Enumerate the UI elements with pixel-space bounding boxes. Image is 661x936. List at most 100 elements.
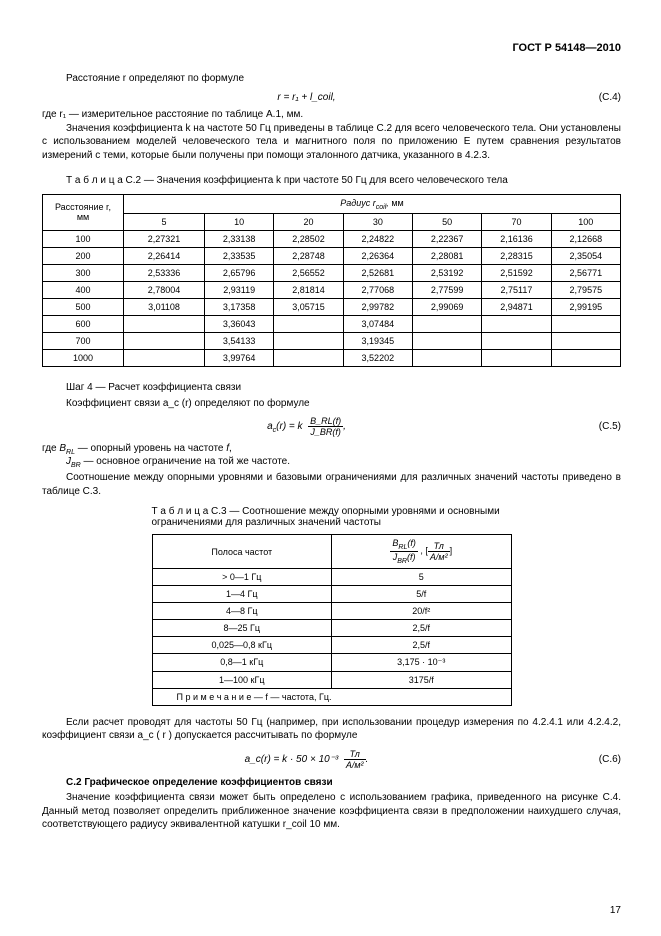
table-c3-band: 4—8 Гц [152,602,332,619]
table-c3-value: 2,5/f [332,636,512,653]
table-c2-cell: 2,99195 [551,299,620,316]
table-c2-cell: 2,28315 [482,248,551,265]
table-c2-cell [412,316,481,333]
section-c2-title: С.2 Графическое определение коэффициенто… [42,776,621,790]
equation-c5: ac(r) = k B_RL(f)J_BR(f), (С.5) [42,416,621,437]
table-c2: Расстояние r, мм Радиус rcoil, мм 510203… [42,194,621,368]
table-c3-note: П р и м е ч а н и е — f — частота, Гц. [152,688,511,705]
table-c2-cell: 3,05715 [274,299,343,316]
equation-c5-number: (С.5) [571,421,621,432]
table-c2-cell: 2,94871 [482,299,551,316]
table-c2-cell: 3,19345 [343,333,412,350]
table-c2-cell: 3,17358 [205,299,274,316]
equation-c4-formula: r = r₁ + l_coil, [42,92,571,103]
table-c3-value: 3,175 · 10⁻³ [332,653,512,671]
text-r1-where: где r₁ — измерительное расстояние по таб… [42,109,621,120]
table-c3-band: 1—4 Гц [152,585,332,602]
table-c2-cell [412,333,481,350]
table-c2-rowlabel: 100 [43,231,124,248]
table-c3-band: 0,8—1 кГц [152,653,332,671]
table-c2-cell [412,350,481,367]
table-c2-cell [482,333,551,350]
text-50hz: Если расчет проводят для частоты 50 Гц (… [42,716,621,743]
table-c2-cell: 3,52202 [343,350,412,367]
table-c2-rowlabel: 1000 [43,350,124,367]
table-c2-cell [482,350,551,367]
table-c3-value: 5 [332,568,512,585]
table-c2-cell [274,333,343,350]
table-c2-cell [124,350,205,367]
table-c2-cell: 2,78004 [124,282,205,299]
step4-title: Шаг 4 — Расчет коэффициента связи [42,381,621,395]
table-c2-cell: 3,07484 [343,316,412,333]
table-c2-cell [482,316,551,333]
table-c2-cell: 2,56771 [551,265,620,282]
table-c2-colhead: 50 [412,214,481,231]
table-c2-cell: 2,26414 [124,248,205,265]
text-k-values: Значения коэффициента k на частоте 50 Гц… [42,122,621,163]
table-c2-cell: 2,27321 [124,231,205,248]
text-graphic: Значение коэффициента связи может быть о… [42,791,621,832]
table-c3-value: 3175/f [332,671,512,688]
table-c2-cell: 2,53192 [412,265,481,282]
table-c2-cell: 2,53336 [124,265,205,282]
table-c2-cell: 3,36043 [205,316,274,333]
table-c2-rowlabel: 600 [43,316,124,333]
table-c2-cell: 2,28748 [274,248,343,265]
table-c2-cell: 3,99764 [205,350,274,367]
text-r-define: Расстояние r определяют по формуле [42,72,621,86]
table-c2-cell: 2,99782 [343,299,412,316]
table-c2-cell [124,333,205,350]
page-number: 17 [610,905,621,916]
table-c2-cell: 2,65796 [205,265,274,282]
equation-c6-number: (С.6) [571,754,621,765]
table-c2-cell: 2,35054 [551,248,620,265]
table-c2-cell [274,316,343,333]
table-c2-caption: Т а б л и ц а С.2 — Значения коэффициент… [42,174,621,188]
table-c2-cell [551,333,620,350]
table-c2-cell: 2,52681 [343,265,412,282]
text-brl-where: где BRL — опорный уровень на частоте f, [42,443,621,456]
equation-c6: a_c(r) = k · 50 × 10⁻³ ТлА/м². (С.6) [42,749,621,770]
table-c2-cell: 2,93119 [205,282,274,299]
equation-c4-number: (С.4) [571,92,621,103]
table-c2-cell: 2,51592 [482,265,551,282]
table-c2-cell: 2,12668 [551,231,620,248]
table-c3-value: 5/f [332,585,512,602]
table-c2-rowlabel: 200 [43,248,124,265]
table-c2-colhead: 10 [205,214,274,231]
table-c2-cell [274,350,343,367]
table-c2-rowlabel: 400 [43,282,124,299]
table-c2-cell: 2,77599 [412,282,481,299]
table-c2-colhead: 20 [274,214,343,231]
table-c2-cell [551,316,620,333]
table-c2-grouphead: Радиус rcoil, мм [124,194,621,214]
table-c2-cell: 2,33138 [205,231,274,248]
table-c2-cell: 2,99069 [412,299,481,316]
table-c2-cell: 2,16136 [482,231,551,248]
equation-c5-formula: ac(r) = k B_RL(f)J_BR(f), [42,416,571,437]
table-c3-band: 1—100 кГц [152,671,332,688]
step4-text: Коэффициент связи a_c (r) определяют по … [42,397,621,411]
table-c2-colhead: 100 [551,214,620,231]
table-c2-cell: 2,81814 [274,282,343,299]
table-c2-cell: 2,33535 [205,248,274,265]
table-c2-rowlabel: 700 [43,333,124,350]
doc-header: ГОСТ Р 54148—2010 [42,42,621,54]
equation-c6-formula: a_c(r) = k · 50 × 10⁻³ ТлА/м². [42,749,571,770]
table-c2-colhead: 70 [482,214,551,231]
text-ratio: Соотношение между опорными уровнями и ба… [42,471,621,498]
table-c3-value: 20/f² [332,602,512,619]
table-c2-cell: 2,26364 [343,248,412,265]
table-c2-cell: 2,56552 [274,265,343,282]
table-c3-col1: Полоса частот [152,535,332,569]
table-c2-cell: 2,75117 [482,282,551,299]
table-c2-cell: 2,24822 [343,231,412,248]
table-c2-cell: 2,28502 [274,231,343,248]
equation-c4: r = r₁ + l_coil, (С.4) [42,92,621,103]
table-c3: Полоса частот BRL(f)JBR(f) , [ТлА/м²] > … [152,534,512,706]
table-c3-col2: BRL(f)JBR(f) , [ТлА/м²] [332,535,512,569]
text-jbr-where: JBR — основное ограничение на той же час… [42,456,621,469]
table-c3-caption: Т а б л и ц а С.3 — Соотношение между оп… [152,506,512,528]
table-c2-cell [551,350,620,367]
